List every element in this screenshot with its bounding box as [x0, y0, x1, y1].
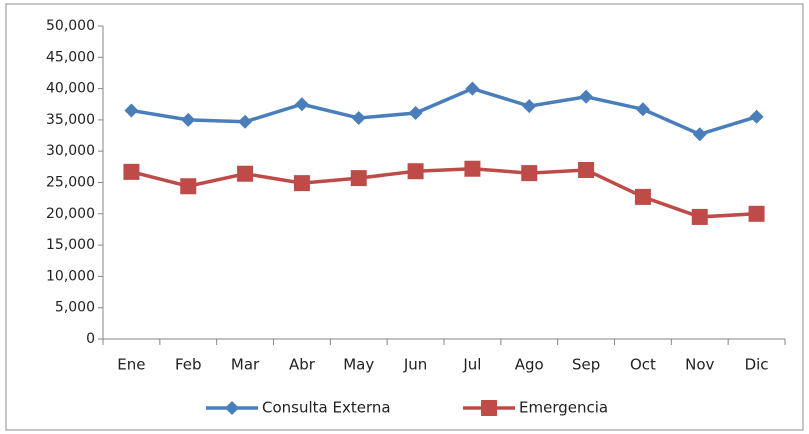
legend-marker	[481, 400, 497, 416]
chart-border	[5, 3, 804, 431]
data-point	[579, 89, 594, 104]
data-point	[408, 106, 423, 121]
y-tick-label: 25,000	[46, 175, 95, 191]
x-tick-label: Oct	[630, 356, 656, 374]
x-tick-label: Jul	[462, 356, 481, 374]
data-point	[692, 127, 707, 142]
data-point	[350, 170, 367, 187]
series-line	[131, 86, 758, 137]
y-tick-label: 40,000	[46, 81, 95, 97]
data-point	[464, 160, 481, 177]
legend-label: Emergencia	[519, 399, 608, 417]
data-point	[691, 208, 708, 225]
data-point	[465, 81, 480, 96]
x-tick-label: Nov	[685, 356, 714, 374]
legend-label: Consulta Externa	[262, 399, 391, 417]
y-tick-label: 45,000	[46, 49, 95, 65]
data-point	[180, 178, 197, 195]
x-tick-label: Ago	[515, 356, 544, 374]
data-point	[749, 109, 764, 124]
x-tick-label: May	[343, 356, 374, 374]
data-point	[522, 99, 537, 114]
x-tick-label: Feb	[175, 356, 202, 374]
y-tick-label: 5,000	[55, 300, 95, 316]
legend-marker	[225, 401, 239, 415]
data-point	[238, 114, 253, 129]
data-point	[578, 161, 595, 178]
x-tick-label: Dic	[745, 356, 769, 374]
series-line	[130, 166, 757, 219]
data-point	[123, 163, 140, 180]
data-point	[293, 175, 310, 192]
y-tick-label: 15,000	[46, 237, 95, 253]
data-point	[407, 163, 424, 180]
data-point	[237, 165, 254, 182]
data-point	[635, 102, 650, 117]
y-tick-label: 20,000	[46, 206, 95, 222]
data-point	[748, 205, 765, 222]
data-point	[521, 165, 538, 182]
data-point	[294, 97, 309, 112]
x-tick-label: Jun	[403, 356, 427, 374]
data-point	[181, 112, 196, 127]
y-tick-label: 0	[86, 331, 95, 347]
data-point	[124, 103, 139, 118]
y-tick-label: 10,000	[46, 268, 95, 284]
x-tick-label: Sep	[572, 356, 600, 374]
data-point	[634, 188, 651, 205]
y-tick-label: 50,000	[46, 18, 95, 34]
x-tick-label: Mar	[231, 356, 260, 374]
x-tick-label: Ene	[117, 356, 145, 374]
x-tick-label: Abr	[289, 356, 316, 374]
y-tick-label: 35,000	[46, 112, 95, 128]
y-tick-label: 30,000	[46, 143, 95, 159]
data-point	[351, 111, 366, 126]
